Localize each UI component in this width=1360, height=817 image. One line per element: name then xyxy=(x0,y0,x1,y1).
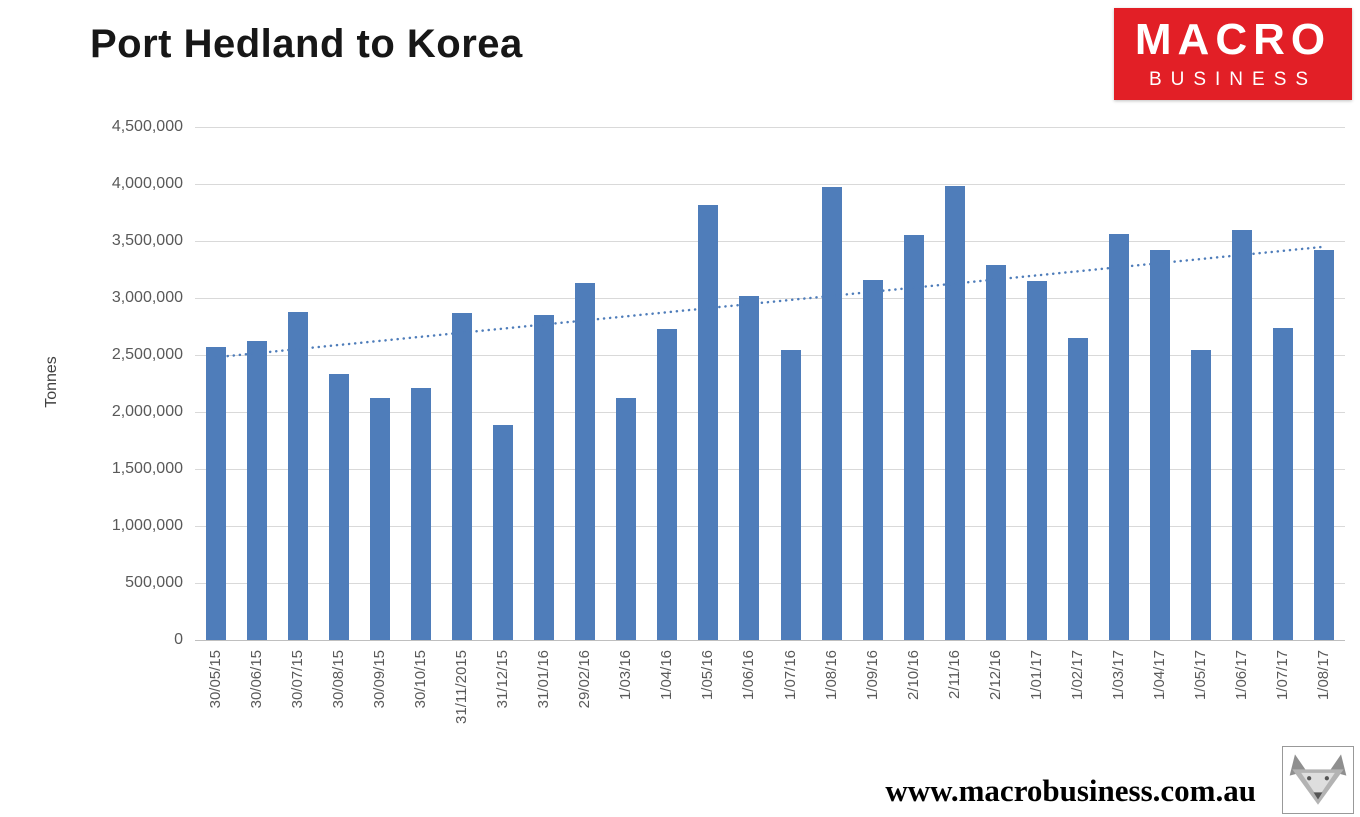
bar xyxy=(780,350,801,640)
footer-url: www.macrobusiness.com.au xyxy=(885,773,1256,808)
x-tick-label: 30/05/15 xyxy=(206,650,224,709)
gridline xyxy=(195,184,1345,185)
x-tick-label: 30/07/15 xyxy=(288,650,306,709)
x-tick-label: 2/12/16 xyxy=(986,650,1004,701)
x-tick-label: 30/10/15 xyxy=(411,650,429,709)
bar xyxy=(369,398,390,640)
bar xyxy=(739,295,760,640)
y-axis-title: Tonnes xyxy=(43,356,60,408)
x-tick-label: 31/12/15 xyxy=(494,650,512,709)
bar xyxy=(410,388,431,640)
bar xyxy=(616,398,637,640)
x-tick-label: 30/09/15 xyxy=(370,650,388,709)
y-tick-label: 3,500,000 xyxy=(111,232,183,249)
bar xyxy=(1150,250,1171,640)
y-tick-label: 1,500,000 xyxy=(111,460,183,477)
x-tick-label: 30/06/15 xyxy=(247,650,265,709)
x-tick-label: 1/01/17 xyxy=(1027,650,1045,701)
y-tick-label: 4,500,000 xyxy=(111,118,183,135)
logo-text-macro: MACRO xyxy=(1134,14,1332,64)
bar xyxy=(246,341,267,640)
x-tick-label: 1/05/17 xyxy=(1192,650,1210,701)
x-tick-label: 31/01/16 xyxy=(535,650,553,709)
bar xyxy=(1314,250,1335,640)
bar xyxy=(903,235,924,640)
x-tick-label: 1/07/16 xyxy=(781,650,799,701)
x-axis-line xyxy=(195,640,1345,641)
x-tick-label: 2/11/16 xyxy=(945,650,963,699)
bar xyxy=(1109,234,1130,640)
y-tick-label: 2,500,000 xyxy=(111,346,183,363)
y-tick-label: 3,000,000 xyxy=(111,289,183,306)
bar xyxy=(493,424,514,640)
logo-text-business: BUSINESS xyxy=(1148,68,1318,90)
x-tick-label: 1/04/17 xyxy=(1151,650,1169,701)
gridline xyxy=(195,298,1345,299)
y-tick-label: 1,000,000 xyxy=(111,517,183,534)
bar xyxy=(1191,350,1212,640)
x-tick-label: 1/02/17 xyxy=(1069,650,1087,701)
x-tick-label: 1/07/17 xyxy=(1274,650,1292,701)
x-tick-label: 1/06/17 xyxy=(1233,650,1251,701)
x-tick-label: 2/10/16 xyxy=(904,650,922,701)
bar xyxy=(1068,337,1089,640)
fox-logo-icon xyxy=(1282,746,1354,814)
gridline xyxy=(195,469,1345,470)
x-tick-label: 1/05/16 xyxy=(699,650,717,701)
gridline xyxy=(195,241,1345,242)
bar xyxy=(534,315,555,640)
x-tick-label: 1/08/16 xyxy=(822,650,840,701)
bar xyxy=(1026,280,1047,640)
bar xyxy=(328,374,349,640)
bar xyxy=(287,311,308,640)
bar xyxy=(1232,229,1253,640)
bar xyxy=(944,186,965,640)
y-tick-label: 2,000,000 xyxy=(111,403,183,420)
gridline xyxy=(195,583,1345,584)
x-tick-label: 1/03/16 xyxy=(617,650,635,701)
bar xyxy=(1273,327,1294,640)
bar xyxy=(821,187,842,640)
bar xyxy=(985,264,1006,640)
y-tick-label: 0 xyxy=(174,631,183,648)
macrobusiness-logo: MACRO BUSINESS xyxy=(1114,8,1352,100)
x-tick-label: 1/04/16 xyxy=(658,650,676,701)
x-tick-label: 31/11/2015 xyxy=(452,650,470,724)
trendline xyxy=(214,245,1326,359)
x-tick-label: 29/02/16 xyxy=(576,650,594,709)
bar xyxy=(698,204,719,640)
x-tick-label: 1/03/17 xyxy=(1110,650,1128,701)
x-tick-label: 1/08/17 xyxy=(1315,650,1333,701)
bar xyxy=(575,283,596,640)
gridline xyxy=(195,412,1345,413)
gridline xyxy=(195,526,1345,527)
x-tick-label: 1/06/16 xyxy=(740,650,758,701)
bar xyxy=(205,347,226,640)
gridline xyxy=(195,127,1345,128)
chart-title: Port Hedland to Korea xyxy=(90,22,523,66)
bar xyxy=(657,328,678,640)
x-tick-label: 30/08/15 xyxy=(329,650,347,709)
x-tick-label: 1/09/16 xyxy=(863,650,881,701)
bar xyxy=(451,312,472,640)
y-tick-label: 500,000 xyxy=(125,574,183,591)
y-tick-label: 4,000,000 xyxy=(111,175,183,192)
bar xyxy=(862,279,883,640)
gridline xyxy=(195,355,1345,356)
